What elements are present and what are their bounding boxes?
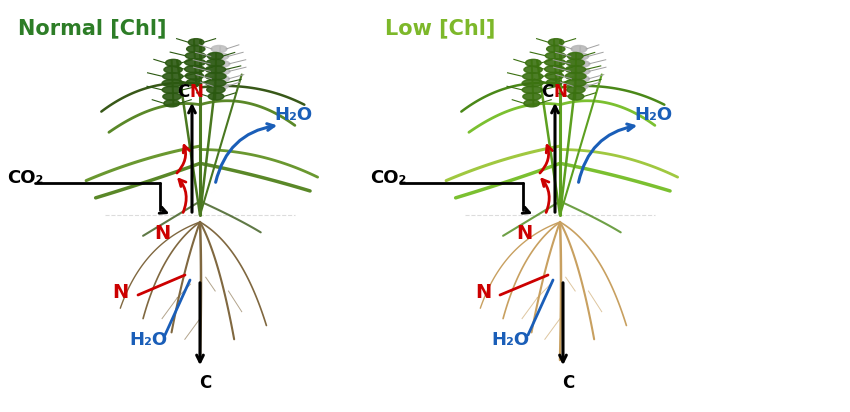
Ellipse shape: [570, 75, 589, 82]
Ellipse shape: [205, 73, 226, 80]
Ellipse shape: [207, 59, 224, 66]
Ellipse shape: [565, 80, 586, 87]
Ellipse shape: [570, 53, 589, 60]
Ellipse shape: [209, 60, 230, 68]
Ellipse shape: [212, 45, 227, 52]
Ellipse shape: [565, 66, 586, 73]
Ellipse shape: [163, 93, 181, 100]
Text: H₂O: H₂O: [634, 106, 672, 124]
Ellipse shape: [162, 80, 183, 87]
Ellipse shape: [568, 52, 583, 60]
Ellipse shape: [210, 53, 229, 60]
Text: C: C: [177, 83, 189, 101]
Ellipse shape: [569, 93, 584, 100]
Ellipse shape: [189, 39, 204, 46]
Ellipse shape: [166, 59, 181, 66]
Ellipse shape: [206, 80, 226, 87]
Text: Normal [Chl]: Normal [Chl]: [18, 18, 167, 38]
Ellipse shape: [208, 93, 224, 100]
Ellipse shape: [162, 86, 183, 94]
Ellipse shape: [184, 59, 206, 66]
Ellipse shape: [547, 79, 562, 86]
Ellipse shape: [565, 73, 586, 80]
Ellipse shape: [209, 68, 230, 75]
Ellipse shape: [164, 66, 182, 73]
Text: H₂O: H₂O: [491, 331, 529, 349]
Text: N: N: [154, 223, 170, 243]
Ellipse shape: [164, 100, 179, 107]
Ellipse shape: [522, 80, 543, 87]
Text: CO₂: CO₂: [370, 169, 406, 187]
Ellipse shape: [547, 45, 565, 53]
Ellipse shape: [207, 52, 223, 60]
Ellipse shape: [185, 72, 203, 80]
Ellipse shape: [545, 66, 565, 73]
Text: N: N: [475, 283, 491, 302]
Ellipse shape: [211, 75, 230, 82]
Text: N: N: [189, 83, 203, 101]
Ellipse shape: [207, 86, 225, 93]
Text: N: N: [553, 83, 567, 101]
Ellipse shape: [570, 60, 590, 68]
Ellipse shape: [212, 83, 228, 90]
Text: C: C: [541, 83, 553, 101]
Ellipse shape: [572, 83, 588, 90]
Ellipse shape: [545, 59, 565, 66]
Text: Low [Chl]: Low [Chl]: [385, 18, 496, 38]
Ellipse shape: [570, 68, 590, 75]
Ellipse shape: [567, 86, 585, 93]
Text: H₂O: H₂O: [129, 331, 167, 349]
Text: CO₂: CO₂: [7, 169, 43, 187]
Ellipse shape: [545, 72, 564, 80]
Text: N: N: [112, 283, 128, 302]
Ellipse shape: [525, 59, 541, 66]
Ellipse shape: [522, 86, 542, 94]
Text: N: N: [516, 223, 532, 243]
Ellipse shape: [523, 93, 541, 100]
Ellipse shape: [523, 73, 543, 80]
Ellipse shape: [524, 66, 542, 73]
Ellipse shape: [186, 79, 201, 86]
Ellipse shape: [548, 39, 564, 46]
Ellipse shape: [184, 66, 205, 73]
Ellipse shape: [524, 100, 540, 107]
Ellipse shape: [566, 59, 585, 66]
Ellipse shape: [546, 52, 565, 59]
Ellipse shape: [187, 45, 205, 53]
Ellipse shape: [571, 45, 586, 52]
Text: C: C: [562, 374, 574, 392]
Text: C: C: [199, 374, 211, 392]
Ellipse shape: [206, 66, 225, 73]
Ellipse shape: [185, 52, 206, 59]
Ellipse shape: [162, 73, 183, 80]
Text: H₂O: H₂O: [274, 106, 312, 124]
